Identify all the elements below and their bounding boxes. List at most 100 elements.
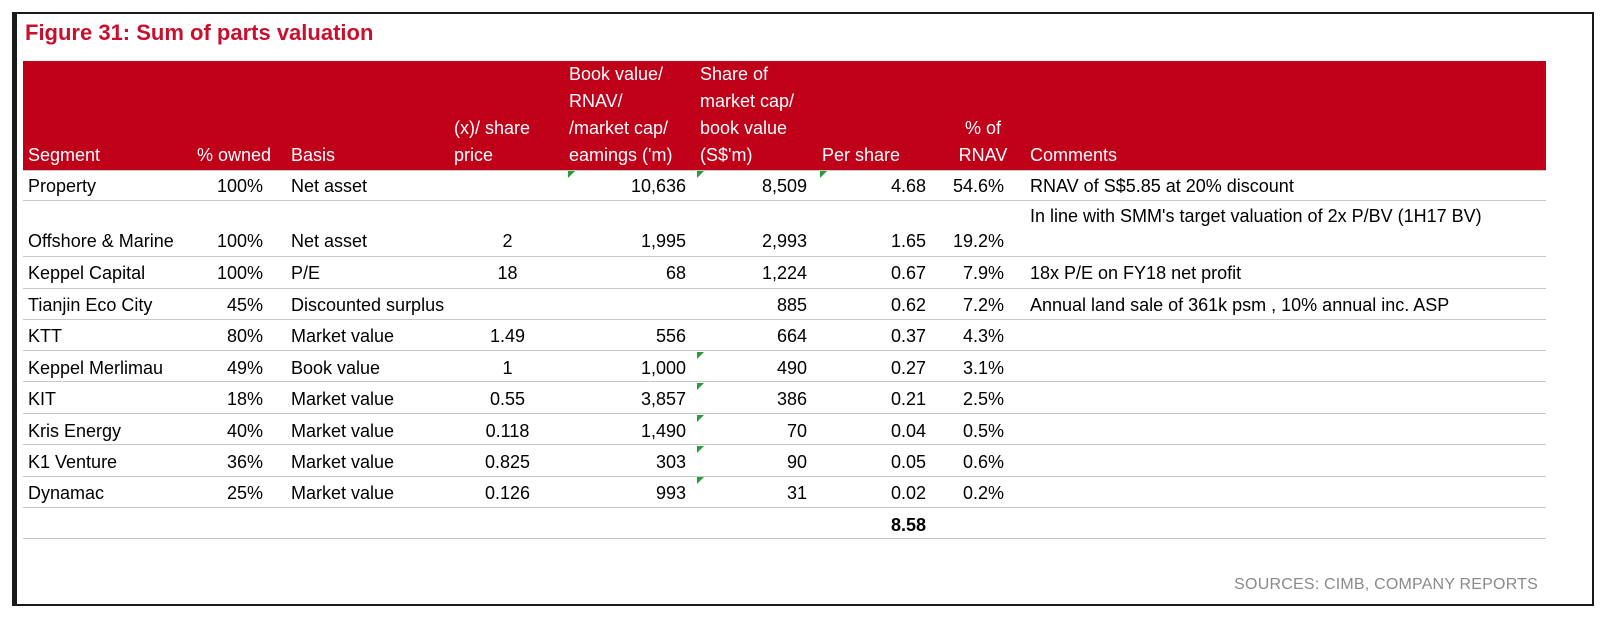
cell-pct-rnav: 0.5% [962, 421, 1004, 441]
header-basis: Basis [291, 145, 336, 165]
cell-segment: KTT [28, 326, 62, 346]
cell-per-share: 4.68 [890, 176, 926, 196]
cell-per-share: 0.05 [890, 452, 926, 472]
cell-per-share: 0.04 [890, 421, 926, 441]
cell-share: 386 [776, 389, 807, 409]
cell-basis: P/E [291, 263, 321, 283]
cell-segment: Dynamac [28, 483, 105, 503]
cell-basis: Net asset [291, 231, 368, 251]
cell-basis: Book value [291, 358, 381, 378]
total-per-share: 8.58 [890, 515, 926, 535]
row-divider [23, 507, 1546, 508]
cell-share: 31 [786, 483, 807, 503]
comment-flag-icon [697, 171, 704, 178]
cell-pct-rnav: 7.2% [962, 295, 1004, 315]
cell-book: 993 [655, 483, 686, 503]
cell-segment: Keppel Capital [28, 263, 146, 283]
figure-title: Figure 31: Sum of parts valuation [25, 20, 374, 45]
cell-owned: 25% [226, 483, 263, 503]
header-segment: Segment [28, 145, 101, 165]
comment-flag-icon [697, 446, 704, 453]
header-owned: % owned [197, 145, 272, 165]
cell-owned: 18% [226, 389, 263, 409]
cell-book: 303 [655, 452, 686, 472]
header-divider [23, 170, 1546, 171]
cell-book: 3,857 [640, 389, 686, 409]
comment-flag-icon [697, 477, 704, 484]
comment-flag-icon [568, 171, 575, 178]
cell-multiple: 18 [497, 263, 518, 283]
cell-book: 1,490 [640, 421, 686, 441]
cell-owned: 49% [226, 358, 263, 378]
table-bottom-rule [23, 538, 1546, 539]
cell-book: 1,995 [640, 231, 686, 251]
header-pct-rnav: % of RNAV [958, 118, 1008, 165]
cell-owned: 100% [216, 231, 263, 251]
row-divider [23, 381, 1546, 382]
cell-owned: 36% [226, 452, 263, 472]
table-header [23, 61, 1546, 170]
cell-owned: 100% [216, 263, 263, 283]
cell-per-share: 0.27 [890, 358, 926, 378]
row-divider [23, 350, 1546, 351]
cell-owned: 100% [216, 176, 263, 196]
cell-comments: RNAV of S$5.85 at 20% discount [1030, 176, 1294, 196]
cell-share: 1,224 [761, 263, 807, 283]
cell-basis: Market value [291, 483, 395, 503]
header-book: Book value/ RNAV/ /market cap/ eamings (… [569, 64, 673, 165]
comment-flag-icon [820, 171, 827, 178]
row-divider [23, 256, 1546, 257]
row-divider [23, 288, 1546, 289]
source-note: SOURCES: CIMB, COMPANY REPORTS [1234, 576, 1538, 593]
cell-pct-rnav: 0.2% [962, 483, 1004, 503]
cell-share: 70 [786, 421, 807, 441]
header-comments: Comments [1030, 145, 1118, 165]
header-multiple: (x)/ share price [454, 118, 531, 165]
cell-basis: Market value [291, 389, 395, 409]
cell-share: 2,993 [761, 231, 807, 251]
cell-multiple: 0.825 [484, 452, 531, 472]
cell-segment: Property [28, 176, 97, 196]
cell-segment: Kris Energy [28, 421, 122, 441]
cell-segment: Offshore & Marine [28, 231, 174, 251]
cell-owned: 40% [226, 421, 263, 441]
cell-pct-rnav: 7.9% [962, 263, 1004, 283]
cell-basis: Discounted surplus [291, 295, 445, 315]
cell-comments: Annual land sale of 361k psm , 10% annua… [1030, 295, 1450, 315]
cell-book: 1,000 [640, 358, 686, 378]
cell-segment: KIT [28, 389, 57, 409]
cell-segment: Keppel Merlimau [28, 358, 164, 378]
comment-flag-icon [697, 415, 704, 422]
comment-flag-icon [697, 383, 704, 390]
cell-per-share: 1.65 [890, 231, 926, 251]
cell-multiple: 2 [502, 231, 513, 251]
cell-comments: 18x P/E on FY18 net profit [1030, 263, 1242, 283]
cell-comments: In line with SMM's target valuation of 2… [1030, 206, 1482, 226]
row-divider [23, 319, 1546, 320]
header-share: Share of market cap/ book value (S$'m) [700, 64, 795, 165]
cell-basis: Market value [291, 326, 395, 346]
cell-multiple: 1.49 [489, 326, 526, 346]
cell-multiple: 0.126 [484, 483, 531, 503]
cell-basis: Market value [291, 452, 395, 472]
cell-pct-rnav: 19.2% [952, 231, 1004, 251]
row-divider [23, 413, 1546, 414]
cell-share: 8,509 [761, 176, 807, 196]
cell-book: 68 [665, 263, 686, 283]
cell-segment: Tianjin Eco City [28, 295, 153, 315]
cell-owned: 80% [226, 326, 263, 346]
cell-pct-rnav: 4.3% [962, 326, 1004, 346]
cell-per-share: 0.21 [890, 389, 926, 409]
row-divider [23, 476, 1546, 477]
cell-basis: Market value [291, 421, 395, 441]
cell-share: 490 [776, 358, 807, 378]
cell-share: 90 [786, 452, 807, 472]
cell-share: 664 [776, 326, 807, 346]
cell-book: 556 [655, 326, 686, 346]
cell-per-share: 0.37 [890, 326, 926, 346]
row-divider [23, 444, 1546, 445]
cell-pct-rnav: 0.6% [962, 452, 1004, 472]
cell-multiple: 0.55 [489, 389, 526, 409]
cell-multiple: 0.118 [485, 421, 530, 441]
cell-pct-rnav: 2.5% [962, 389, 1004, 409]
